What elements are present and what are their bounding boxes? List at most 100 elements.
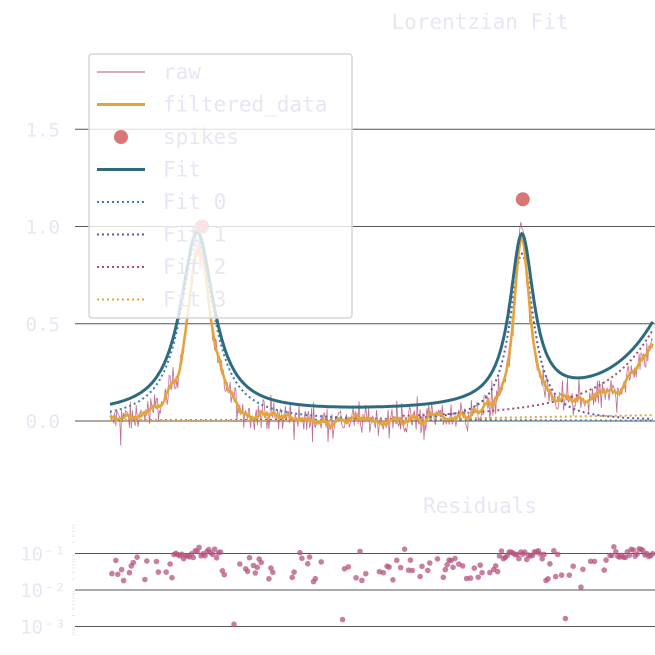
residual-point: [649, 550, 655, 557]
residual-point: [570, 563, 576, 569]
residual-point: [231, 621, 237, 627]
residuals-y-tick-label: 10⁻³: [20, 617, 66, 639]
residual-point: [450, 564, 456, 571]
residual-point: [634, 551, 640, 557]
residuals-gridlines: [75, 553, 655, 627]
residual-point: [359, 577, 365, 584]
main-y-tick-label: 1.0: [26, 217, 60, 239]
residual-point: [153, 558, 160, 565]
residuals-y-tick-label: 10⁻²: [20, 580, 66, 602]
residual-point: [471, 565, 478, 571]
residual-point: [126, 569, 133, 576]
series-fit-3: [110, 414, 653, 422]
residual-point: [630, 547, 637, 553]
residual-point: [609, 552, 615, 559]
residual-point: [552, 573, 559, 580]
residual-point: [452, 555, 458, 562]
residual-point: [591, 558, 598, 565]
legend-label: spikes: [163, 125, 239, 149]
residual-point: [587, 558, 594, 565]
legend-entry-spikes: spikes: [114, 125, 239, 149]
residual-point: [217, 549, 224, 555]
residual-point: [209, 551, 216, 558]
residual-point: [163, 569, 169, 575]
legend-entry-filtered-data: filtered_data: [97, 93, 327, 117]
residual-point: [268, 565, 274, 571]
legend-label: Fit: [163, 158, 201, 182]
main-y-tick-label: 0.5: [26, 314, 60, 336]
residual-point: [213, 555, 220, 561]
residual-point: [244, 568, 251, 575]
residual-point: [120, 577, 127, 584]
residual-point: [496, 553, 503, 559]
residual-point: [306, 554, 313, 560]
residual-point: [266, 576, 272, 582]
residual-point: [304, 560, 311, 567]
residual-point: [419, 563, 425, 570]
legend-entry-raw: raw: [97, 60, 201, 84]
legend-entry-fit-2: Fit 2: [97, 255, 226, 279]
residual-point: [390, 577, 396, 583]
residual-point: [613, 549, 619, 555]
residual-point: [211, 546, 218, 552]
residual-point: [380, 569, 387, 576]
residual-point: [603, 557, 609, 563]
residual-point: [492, 563, 499, 569]
residual-point: [551, 547, 557, 554]
residual-point: [202, 553, 208, 559]
residual-point: [578, 584, 584, 590]
residual-point: [626, 552, 633, 559]
residual-point: [339, 616, 346, 623]
residual-point: [558, 572, 565, 578]
residual-point: [312, 575, 319, 582]
residual-point: [291, 569, 297, 575]
residual-point: [440, 574, 447, 581]
residual-point: [601, 567, 607, 573]
residual-point: [487, 569, 493, 576]
residuals-plot: Residuals 10⁻³ 10⁻² 10⁻¹: [20, 494, 655, 639]
residual-point: [547, 561, 553, 567]
legend-entry-fit-0: Fit 0: [97, 190, 226, 214]
residual-point: [611, 544, 617, 550]
legend-label: Fit 3: [163, 288, 226, 312]
residual-point: [545, 576, 551, 582]
residual-point: [407, 557, 414, 563]
residual-point: [498, 548, 505, 554]
residual-point: [237, 561, 243, 567]
residual-point: [363, 570, 369, 577]
residual-point: [109, 570, 115, 577]
residual-point: [562, 615, 569, 622]
residual-point: [640, 547, 646, 554]
legend-label: Fit 2: [163, 255, 226, 279]
residuals-points: [109, 544, 655, 627]
residual-point: [397, 564, 404, 571]
legend-label: Fit 1: [163, 223, 226, 247]
legend-label: filtered_data: [163, 93, 327, 117]
residual-point: [494, 568, 501, 575]
spike-marker: [515, 192, 530, 207]
main-y-tick-label: 1.5: [26, 119, 60, 141]
residual-point: [353, 575, 359, 581]
residuals-y-tick-labels: 10⁻³ 10⁻² 10⁻¹: [20, 524, 75, 639]
residual-point: [479, 569, 485, 576]
residual-point: [169, 574, 175, 581]
residual-point: [258, 559, 265, 566]
residual-point: [477, 562, 484, 568]
residual-point: [113, 557, 119, 564]
legend-entry-fit: Fit: [97, 158, 201, 182]
residual-point: [386, 564, 392, 570]
residual-point: [297, 549, 303, 556]
residuals-y-tick-label: 10⁻¹: [20, 544, 66, 566]
residual-point: [523, 556, 530, 563]
residual-point: [190, 554, 197, 561]
main-plot: 0.0 0.5 1.0 1.5 Lorentzian Fit raw filtered_…: [26, 10, 655, 446]
residual-point: [196, 544, 202, 551]
residual-point: [142, 576, 148, 583]
main-y-tick-label: 0.0: [26, 411, 60, 433]
residual-point: [459, 563, 466, 569]
residual-point: [434, 556, 441, 562]
residual-point: [580, 566, 586, 573]
residual-point: [417, 573, 423, 580]
residual-point: [566, 572, 573, 578]
